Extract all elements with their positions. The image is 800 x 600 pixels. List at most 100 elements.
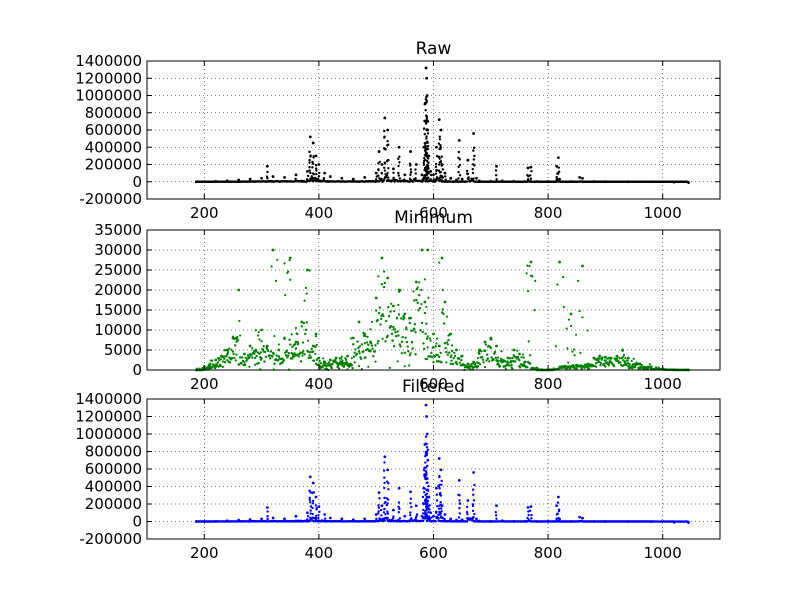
data-point	[290, 333, 293, 336]
data-point	[427, 495, 431, 499]
data-point	[219, 358, 222, 361]
data-point	[512, 519, 516, 523]
data-point	[317, 175, 321, 178]
data-point	[356, 340, 359, 343]
data-point	[546, 520, 550, 523]
data-point	[451, 344, 454, 347]
data-point	[443, 322, 446, 325]
data-point	[383, 519, 386, 522]
data-point	[315, 172, 318, 176]
data-point	[563, 364, 567, 368]
data-point	[309, 351, 312, 354]
data-point	[439, 491, 442, 495]
data-point	[422, 145, 426, 149]
data-point	[460, 359, 463, 362]
data-point	[435, 169, 438, 173]
data-point	[243, 352, 246, 356]
data-point	[554, 345, 558, 348]
data-point	[424, 66, 428, 70]
data-point	[439, 351, 442, 355]
data-point	[407, 350, 410, 353]
data-point	[383, 501, 387, 505]
data-point	[383, 507, 386, 511]
data-point	[294, 173, 298, 177]
data-point	[297, 355, 301, 358]
data-point	[423, 132, 426, 136]
data-point	[440, 163, 444, 166]
data-point	[575, 367, 578, 370]
data-point	[397, 511, 400, 514]
data-point	[437, 169, 441, 172]
data-point	[434, 145, 438, 149]
data-point	[477, 348, 481, 352]
data-point	[397, 313, 401, 316]
data-point	[557, 156, 560, 160]
data-point	[367, 365, 370, 368]
data-point	[555, 175, 558, 179]
data-point	[399, 345, 402, 348]
data-point	[469, 179, 472, 183]
data-point	[234, 359, 237, 362]
data-point	[425, 450, 429, 453]
data-point	[414, 168, 417, 171]
data-point	[443, 342, 447, 345]
y-tick-label: 400000	[85, 138, 142, 156]
data-point	[269, 350, 273, 353]
data-point	[367, 343, 370, 346]
data-point	[426, 488, 429, 491]
data-point	[497, 363, 500, 366]
data-point	[259, 351, 262, 354]
data-point	[440, 479, 443, 483]
data-point	[382, 166, 386, 170]
data-point	[383, 135, 386, 138]
data-point	[276, 359, 280, 362]
data-point	[364, 356, 367, 359]
data-point	[387, 482, 390, 485]
data-point	[288, 259, 291, 262]
data-point	[620, 356, 624, 360]
data-point	[555, 517, 558, 521]
data-point	[306, 268, 309, 272]
data-point	[424, 332, 427, 335]
data-point	[648, 363, 651, 366]
data-point	[414, 353, 417, 356]
data-point	[409, 501, 412, 505]
data-point	[557, 495, 560, 499]
data-point	[530, 513, 533, 517]
data-point	[529, 505, 533, 509]
data-point	[569, 324, 573, 328]
data-point	[427, 515, 431, 518]
data-point	[409, 490, 412, 494]
data-point	[311, 506, 314, 510]
data-point	[228, 356, 231, 359]
data-point	[530, 517, 533, 520]
data-point	[557, 509, 561, 513]
x-tick-label: 1000	[644, 204, 682, 222]
data-point	[604, 355, 607, 359]
data-point	[357, 346, 360, 350]
data-point	[410, 505, 413, 509]
data-point	[410, 341, 414, 344]
data-point	[569, 180, 573, 183]
data-point	[434, 486, 438, 490]
data-point	[306, 518, 309, 521]
x-tick-label: 1000	[644, 544, 682, 562]
data-point	[458, 506, 461, 510]
data-point	[426, 164, 430, 167]
data-point	[385, 174, 389, 177]
data-point	[440, 155, 443, 158]
data-point	[340, 357, 343, 360]
data-point	[473, 483, 476, 487]
data-point	[277, 348, 281, 352]
data-point	[221, 365, 225, 368]
data-point	[528, 174, 532, 177]
data-point	[291, 345, 294, 349]
data-point	[424, 461, 427, 464]
data-point	[457, 478, 461, 482]
data-point	[649, 180, 653, 184]
data-point	[277, 343, 280, 346]
data-point	[270, 265, 273, 268]
data-point	[383, 496, 386, 500]
data-point	[291, 357, 294, 360]
data-point	[376, 342, 379, 345]
